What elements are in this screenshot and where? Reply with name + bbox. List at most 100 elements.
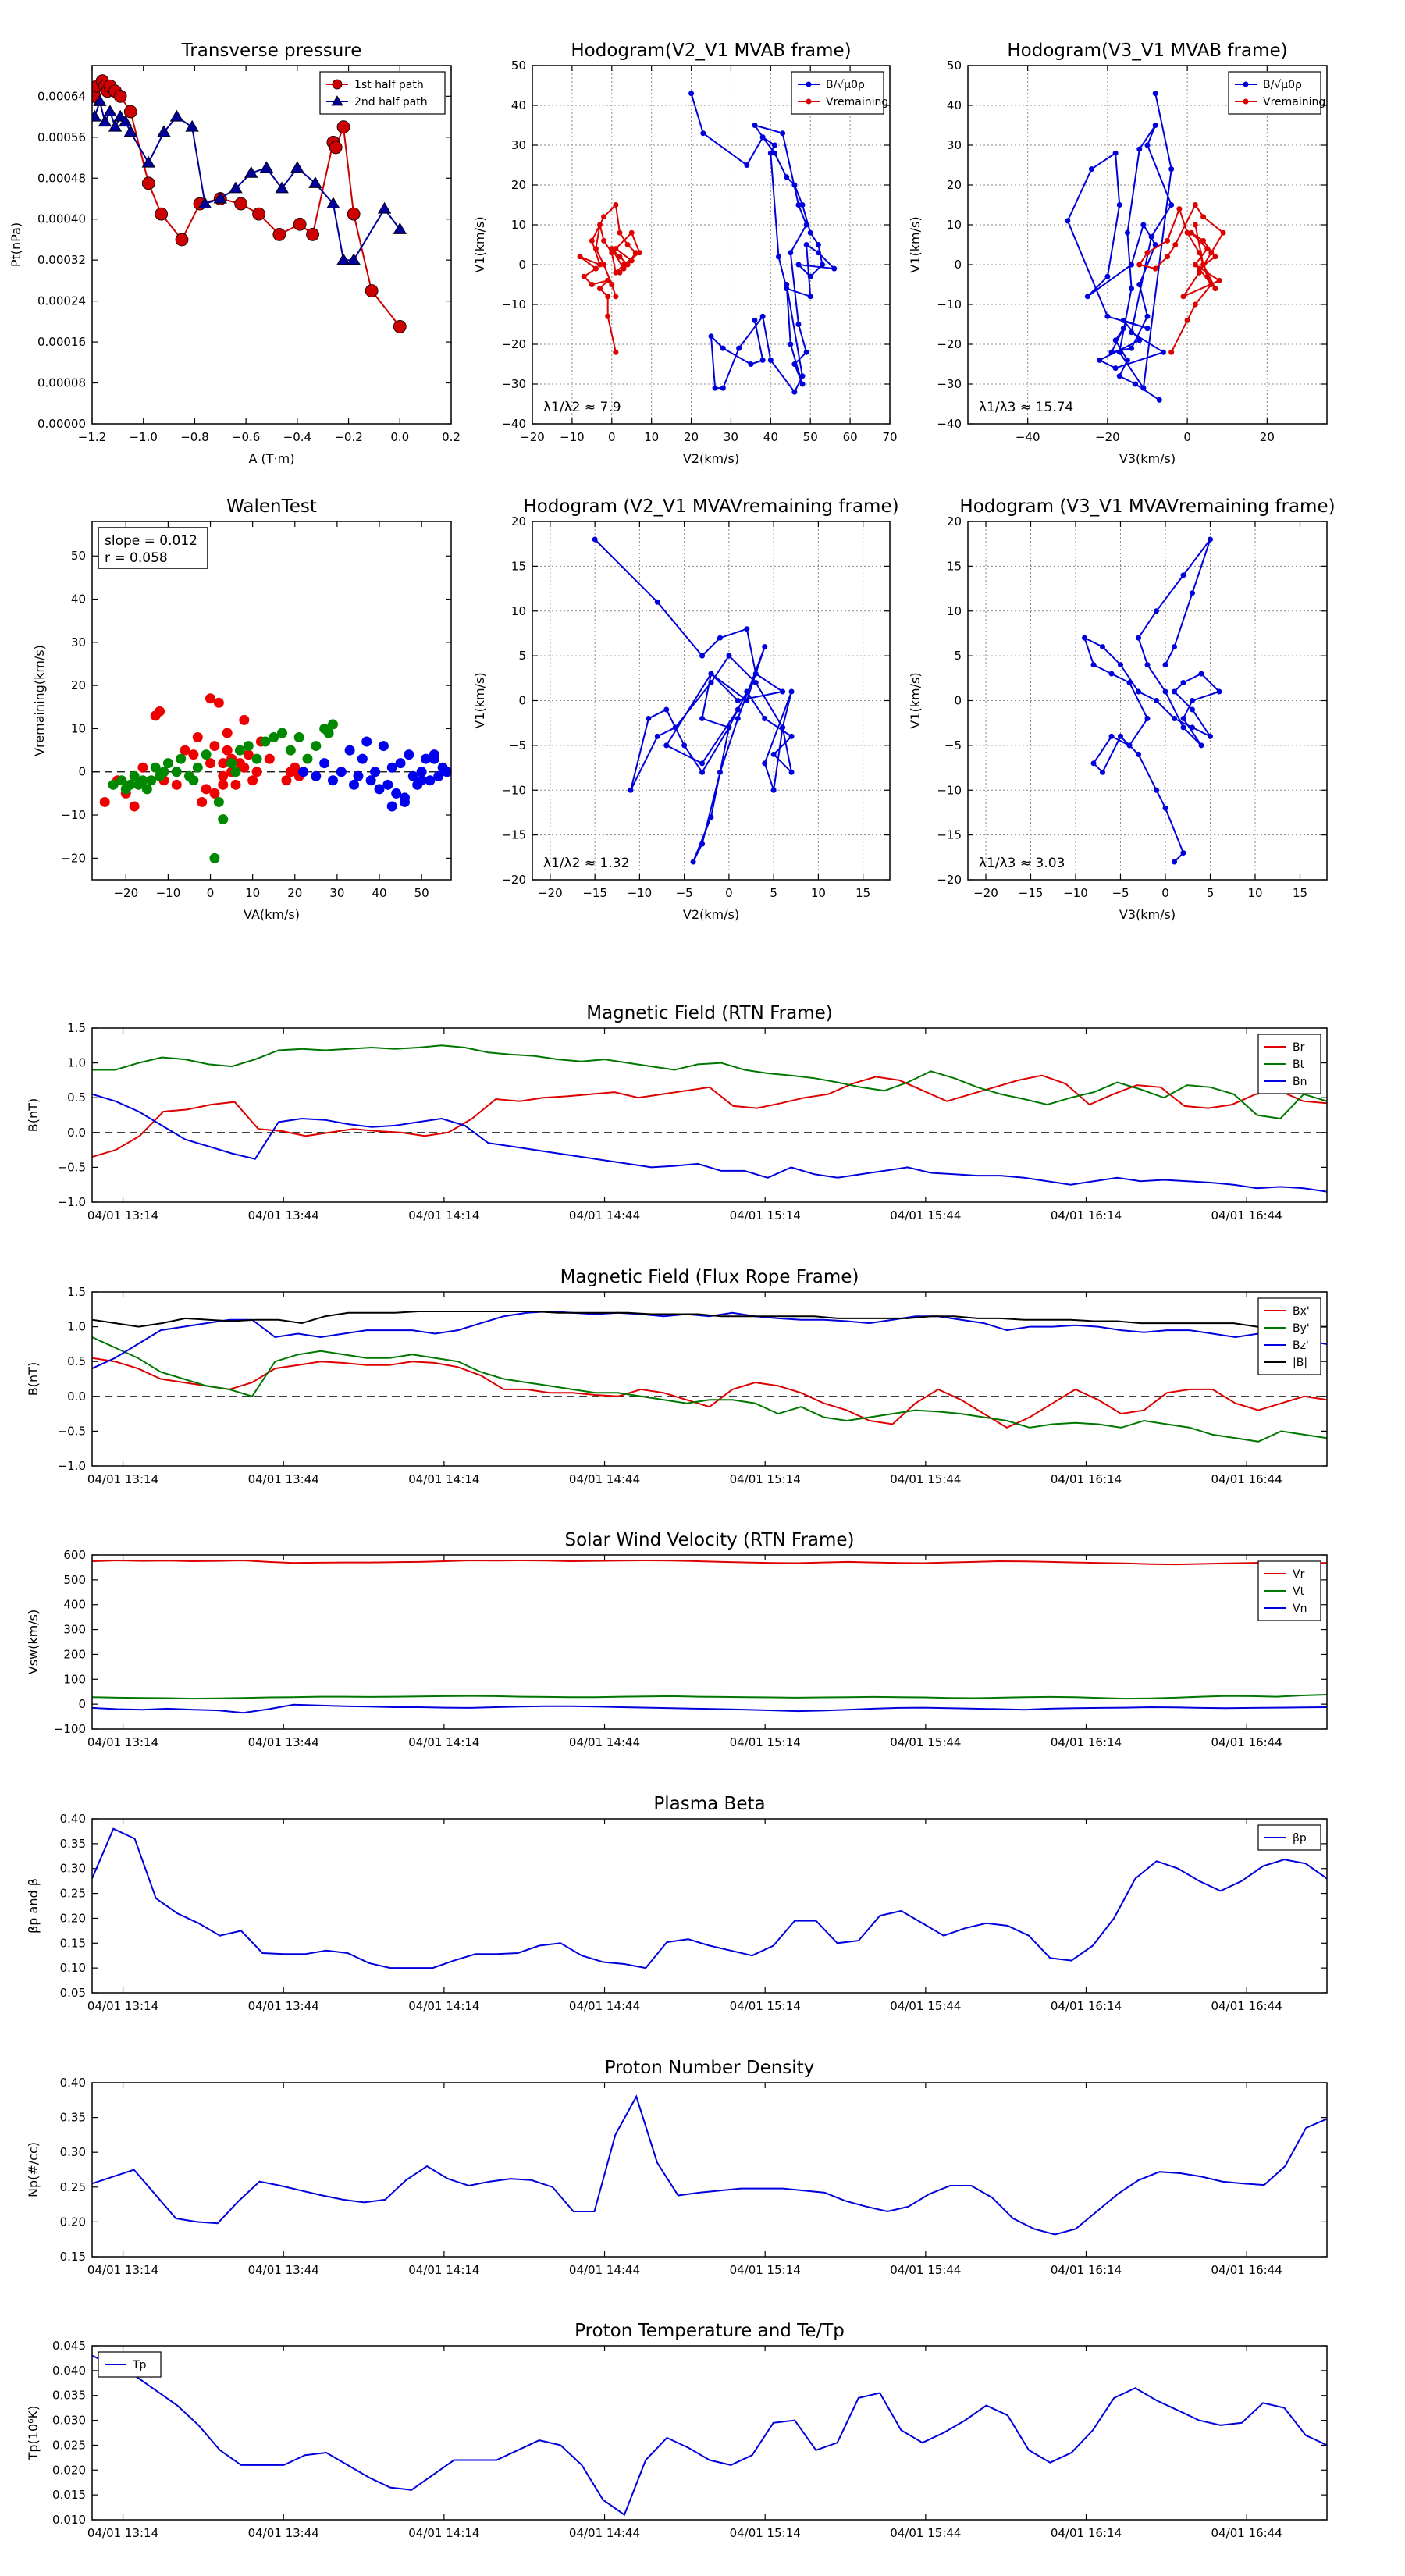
data-point: [770, 787, 777, 793]
data-point: [1190, 706, 1195, 713]
data-point: [1208, 282, 1215, 287]
data-point: [218, 770, 229, 781]
data-point: [429, 753, 439, 764]
y-tick-label: 20: [71, 678, 86, 692]
x-tick-label: 10: [644, 430, 659, 444]
data-point: [197, 796, 208, 807]
x-tick-label: −1.0: [129, 430, 157, 444]
data-point: [311, 770, 322, 781]
data-point: [1152, 91, 1158, 97]
data-point: [605, 294, 611, 300]
data-point: [708, 680, 714, 686]
data-point: [323, 728, 334, 738]
series-line-1: [92, 2094, 1327, 2236]
y-tick-label: −10: [937, 297, 962, 311]
data-point: [1176, 206, 1183, 212]
data-point: [353, 770, 364, 781]
data-point: [1184, 317, 1190, 323]
data-point: [213, 796, 224, 807]
y-tick-label: 0: [518, 694, 526, 708]
x-tick-label: 04/01 16:44: [1211, 2263, 1282, 2277]
legend-label: Bt: [1293, 1059, 1305, 1071]
chart-11: Proton Number Density 0.15 0.20 0.25 0.30 0.3…: [26, 2058, 1328, 2277]
legend-label: Vremaining: [826, 96, 888, 109]
data-point: [1180, 294, 1186, 300]
data-point: [799, 381, 806, 387]
data-point: [1152, 242, 1158, 247]
data-point: [795, 262, 802, 268]
x-tick-label: 40: [763, 430, 778, 444]
x-tick-label: 50: [803, 430, 818, 444]
x-tick-label: 70: [882, 430, 897, 444]
data-point: [1172, 644, 1177, 650]
data-point: [632, 250, 638, 256]
data-point: [770, 751, 777, 757]
data-point: [592, 265, 599, 272]
data-point: [1118, 733, 1123, 739]
series-line-1: [92, 1074, 1327, 1158]
y-tick-label: 5: [518, 649, 526, 663]
data-point: [1204, 246, 1211, 252]
y-axis-label: V1(km/s): [472, 216, 487, 272]
data-point: [1136, 282, 1143, 287]
y-tick-label: 200: [63, 1647, 86, 1661]
y-tick-label: 1.5: [67, 1021, 86, 1035]
data-point: [251, 767, 262, 777]
chart-3: Hodogram(V3_V1 MVAB frame) −40 −30 −20 −10 0 1…: [908, 41, 1328, 466]
data-point: [336, 253, 350, 265]
legend-label: Vr: [1293, 1568, 1305, 1581]
data-point: [759, 313, 766, 319]
data-point: [264, 753, 275, 764]
data-point: [1140, 222, 1147, 228]
data-point: [1190, 590, 1195, 596]
y-tick-label: 30: [947, 138, 962, 152]
data-point: [1120, 317, 1126, 323]
data-point: [807, 273, 813, 279]
x-tick-label: −20: [1095, 430, 1120, 444]
chart-9: Solar Wind Velocity (RTN Frame) −100 0 100 2…: [26, 1530, 1328, 1749]
data-point: [92, 109, 101, 122]
data-point: [1172, 715, 1177, 721]
data-point: [1124, 229, 1130, 236]
data-point: [744, 162, 750, 168]
series-line-3: [92, 1093, 1327, 1193]
y-tick-label: 0.0: [67, 1389, 86, 1404]
data-point: [831, 265, 838, 272]
series-line-1: [92, 1357, 1327, 1429]
x-tick-label: 04/01 15:44: [890, 2263, 961, 2277]
y-tick-label: 0: [954, 258, 962, 272]
data-point: [1180, 850, 1186, 856]
y-tick-label: 0.045: [52, 2339, 86, 2353]
y-tick-label: 10: [511, 218, 526, 232]
x-tick-label: 04/01 14:14: [408, 1999, 479, 2013]
chart-title: Hodogram(V2_V1 MVAB frame): [571, 41, 851, 61]
data-point: [1216, 277, 1222, 283]
x-tick-label: 04/01 15:14: [730, 2526, 801, 2540]
data-point: [218, 758, 229, 769]
x-tick-label: 10: [1247, 886, 1262, 900]
data-point: [1129, 286, 1135, 292]
x-tick-label: 04/01 16:44: [1211, 2526, 1282, 2540]
data-point: [605, 277, 611, 283]
data-point: [699, 769, 706, 775]
x-tick-label: 04/01 14:44: [569, 1472, 640, 1486]
data-point: [819, 262, 825, 268]
data-point: [1118, 662, 1123, 668]
data-point: [393, 222, 407, 234]
chart-title: Hodogram (V2_V1 MVAVremaining frame): [523, 496, 898, 517]
data-point: [1126, 680, 1133, 686]
data-point: [244, 165, 258, 178]
data-point: [302, 753, 313, 764]
data-point: [1112, 150, 1119, 156]
y-tick-label: 0.20: [60, 2215, 86, 2229]
data-point: [251, 753, 262, 764]
x-tick-label: 0.0: [390, 430, 409, 444]
ratio-annotation: λ1/λ3 ≈ 15.74: [979, 400, 1073, 415]
data-point: [617, 269, 623, 276]
data-point: [1108, 733, 1115, 739]
data-point: [1090, 662, 1097, 668]
legend-box: [1257, 1297, 1321, 1375]
data-point: [1108, 349, 1115, 355]
data-point: [108, 119, 123, 132]
